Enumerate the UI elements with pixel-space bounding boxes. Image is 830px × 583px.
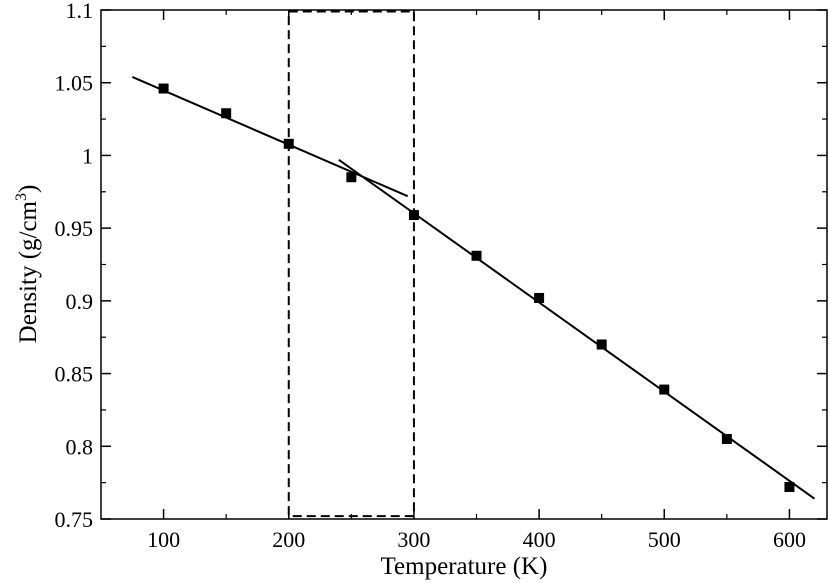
y-tick-label: 0.75 xyxy=(55,507,94,532)
x-tick-label: 300 xyxy=(397,527,430,552)
data-point xyxy=(534,292,545,303)
x-tick-label: 400 xyxy=(523,527,556,552)
data-point xyxy=(471,250,482,261)
y-axis-title-close: ) xyxy=(15,185,42,193)
data-points-layer xyxy=(158,83,795,493)
y-tick-label: 0.8 xyxy=(66,434,94,459)
plot-frame xyxy=(100,9,828,520)
highlight-box-layer xyxy=(287,10,415,518)
x-tick-label: 200 xyxy=(272,527,305,552)
tick-labels: 100 200 300 400 500 600 0.75 0.8 0.85 0.9 0.95 1 1.0… xyxy=(55,0,806,552)
data-point xyxy=(221,108,232,119)
y-tick-label: 0.85 xyxy=(55,362,94,387)
x-tick-label: 100 xyxy=(147,527,180,552)
y-tick-label: 1.1 xyxy=(66,0,94,23)
data-point xyxy=(659,384,670,395)
data-point xyxy=(346,172,357,183)
data-point xyxy=(283,138,294,149)
x-tick-label: 500 xyxy=(648,527,681,552)
y-axis-title: Density (g/cm3) xyxy=(13,185,42,344)
fit-lines-layer xyxy=(131,75,816,500)
highlight-box xyxy=(287,10,415,518)
y-tick-label: 0.9 xyxy=(66,289,94,314)
x-axis-title: Temperature (K) xyxy=(381,553,548,580)
y-axis-title-sup: 3 xyxy=(13,193,30,201)
data-point xyxy=(158,83,169,94)
y-tick-label: 1 xyxy=(82,143,93,168)
data-point xyxy=(784,482,795,493)
y-tick-label: 0.95 xyxy=(55,216,94,241)
x-tick-label: 600 xyxy=(773,527,806,552)
data-point xyxy=(408,210,419,221)
data-point xyxy=(596,339,607,350)
data-point xyxy=(721,434,732,445)
y-axis-title-main: Density (g/cm xyxy=(15,200,42,343)
y-tick-label: 1.05 xyxy=(55,71,94,96)
axis-ticks xyxy=(101,9,827,520)
